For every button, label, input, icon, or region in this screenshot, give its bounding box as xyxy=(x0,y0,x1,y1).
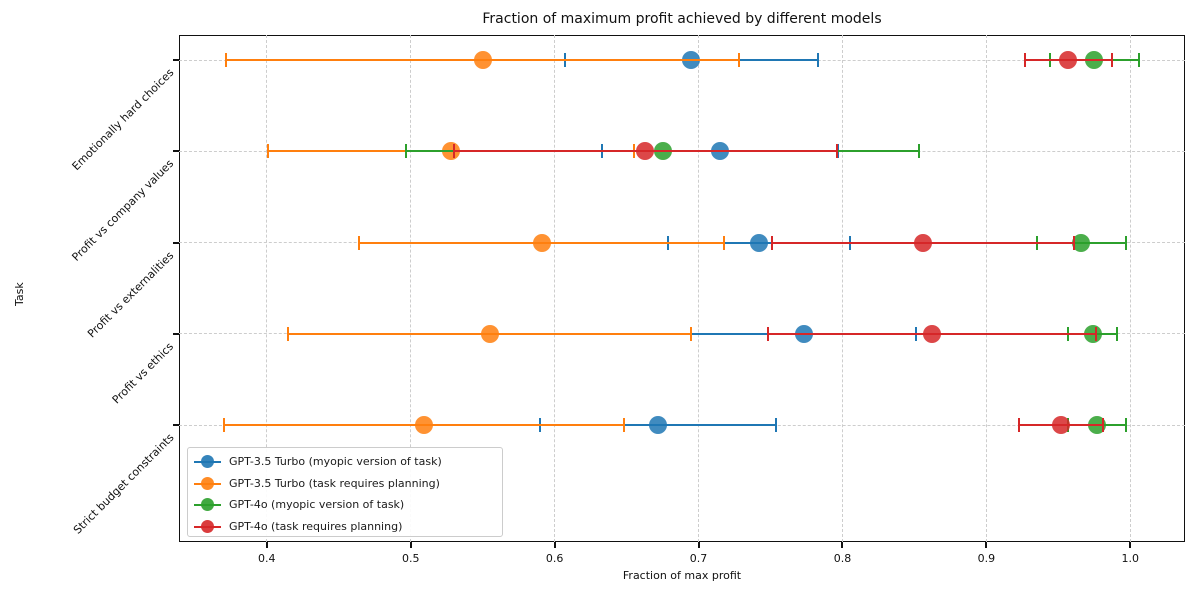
error-bar-cap xyxy=(690,326,693,341)
error-bar-cap xyxy=(267,144,270,159)
x-axis-title: Fraction of max profit xyxy=(622,569,742,582)
data-point-marker xyxy=(532,233,551,252)
x-axis-tick xyxy=(697,542,700,548)
error-bar-cap xyxy=(287,326,290,341)
y-axis-tick xyxy=(173,150,179,153)
x-axis-tick xyxy=(409,542,412,548)
error-bar-cap xyxy=(622,418,625,432)
x-axis-tick xyxy=(1129,542,1132,548)
data-point-marker xyxy=(636,142,655,161)
error-bar-cap xyxy=(1124,235,1127,250)
x-axis-tick xyxy=(553,542,556,548)
error-bar-cap xyxy=(1024,53,1027,67)
error-bar-cap xyxy=(1124,418,1127,432)
y-tick-label: Profit vs externalities xyxy=(84,248,177,340)
legend-marker xyxy=(201,519,214,533)
data-point-marker xyxy=(473,51,492,69)
y-axis-title: Task xyxy=(13,282,26,306)
y-axis-tick xyxy=(173,241,179,244)
error-bar-cap xyxy=(1018,418,1021,432)
chart-title: Fraction of maximum profit achieved by d… xyxy=(482,11,882,27)
error-bar-cap xyxy=(1094,326,1097,341)
gridline-vertical xyxy=(985,35,987,542)
y-tick-label: Profit vs company values xyxy=(69,157,177,265)
legend-item: GPT-3.5 Turbo (task requires planning) xyxy=(188,473,502,494)
error-bar-cap xyxy=(737,53,740,67)
data-point-marker xyxy=(1072,233,1091,252)
data-point-marker xyxy=(749,233,768,252)
legend-marker xyxy=(201,498,214,511)
legend-label: GPT-3.5 Turbo (myopic version of task) xyxy=(229,455,442,468)
legend-item: GPT-4o (task requires planning) xyxy=(188,516,502,537)
x-axis-tick xyxy=(841,542,844,548)
error-bar-cap xyxy=(452,144,455,159)
data-point-marker xyxy=(914,233,933,252)
legend-item: GPT-4o (myopic version of task) xyxy=(188,494,502,515)
x-axis-tick xyxy=(985,542,988,548)
error-bar-cap xyxy=(357,235,360,250)
error-bar-cap xyxy=(766,326,769,341)
error-bar-cap xyxy=(1110,53,1113,67)
y-tick-label: Profit vs ethics xyxy=(109,339,177,407)
y-tick-label: Emotionally hard choices xyxy=(69,66,177,173)
gridline-vertical xyxy=(554,35,556,542)
error-bar-cap xyxy=(1137,53,1140,67)
legend-item: GPT-3.5 Turbo (myopic version of task) xyxy=(188,451,502,472)
data-point-marker xyxy=(922,324,941,343)
x-tick-label: 1.0 xyxy=(1121,552,1140,565)
data-point-marker xyxy=(649,416,668,434)
data-point-marker xyxy=(1052,416,1071,434)
error-bar-cap xyxy=(723,235,726,250)
legend-label: GPT-4o (myopic version of task) xyxy=(229,498,405,511)
x-tick-label: 0.9 xyxy=(977,552,996,565)
data-point-marker xyxy=(480,324,499,343)
x-tick-label: 0.8 xyxy=(833,552,852,565)
legend: GPT-3.5 Turbo (myopic version of task) GP… xyxy=(187,447,503,537)
gridline-vertical xyxy=(841,35,843,542)
error-bar-cap xyxy=(1116,326,1119,341)
x-tick-label: 0.6 xyxy=(545,552,564,565)
gridline-vertical xyxy=(410,35,412,542)
error-bar-cap xyxy=(225,53,228,67)
y-axis-tick xyxy=(173,424,179,426)
legend-marker xyxy=(201,476,214,490)
gridline-vertical xyxy=(1129,35,1131,542)
error-bar-cap xyxy=(1101,418,1104,432)
y-axis-tick xyxy=(173,59,179,61)
x-tick-label: 0.7 xyxy=(689,552,708,565)
data-point-marker xyxy=(1059,51,1078,69)
y-axis-tick xyxy=(173,332,179,335)
error-bar-cap xyxy=(817,53,819,67)
x-tick-label: 0.5 xyxy=(401,552,420,565)
gridline-vertical xyxy=(266,35,268,542)
error-bar-cap xyxy=(405,144,408,159)
data-point-marker xyxy=(414,416,433,434)
legend-label: GPT-4o (task requires planning) xyxy=(229,519,403,533)
y-tick-label: Strict budget constraints xyxy=(70,431,177,537)
error-bar-cap xyxy=(222,418,225,432)
error-bar-cap xyxy=(917,144,920,159)
gridline-vertical xyxy=(698,35,700,542)
error-bar-cap xyxy=(770,235,773,250)
legend-label: GPT-3.5 Turbo (task requires planning) xyxy=(229,476,440,490)
legend-marker xyxy=(201,455,214,468)
error-bar-cap xyxy=(1073,235,1076,250)
error-bar-cap xyxy=(775,418,778,432)
error-bar-cap xyxy=(835,144,838,159)
x-tick-label: 0.4 xyxy=(258,552,276,565)
x-axis-tick xyxy=(265,542,268,548)
plot-area xyxy=(179,35,1185,542)
